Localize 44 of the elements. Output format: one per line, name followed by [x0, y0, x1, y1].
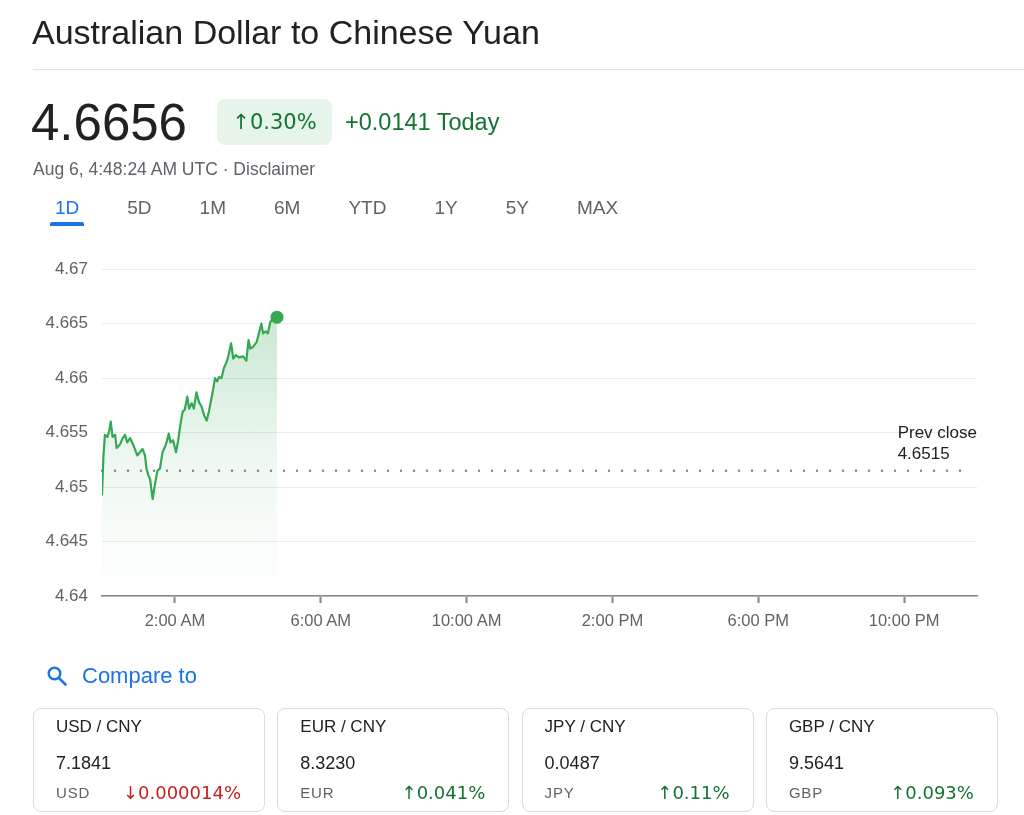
y-tick-label: 4.665	[45, 313, 88, 333]
text: ↑0.30%	[231, 109, 318, 135]
chart-title: Australian Dollar to Chinese Yuan	[32, 12, 540, 52]
ref-line-label: Prev close 4.6515	[897, 423, 978, 464]
text: 0.0487	[544, 752, 600, 774]
text: EUR / CNY	[300, 717, 387, 737]
x-tick-label: 6:00 PM	[727, 611, 789, 630]
text: GBP	[788, 784, 823, 802]
text: +0.0141 Today	[345, 108, 500, 136]
text: USD	[56, 784, 91, 802]
text: ↑0.093%	[890, 782, 974, 804]
x-tick-label: 2:00 PM	[581, 611, 644, 630]
text: 5D	[127, 197, 152, 218]
text: 1D	[55, 197, 80, 218]
text: ↑0.041%	[401, 782, 486, 804]
text: 1Y	[434, 197, 458, 218]
text: 9.5641	[788, 752, 844, 774]
x-tick-label: 6:00 AM	[290, 611, 352, 630]
text: 1M	[199, 197, 226, 218]
y-tick-label: 4.66	[54, 367, 88, 387]
y-tick-label: 4.64	[54, 585, 88, 605]
text: YTD	[348, 197, 387, 218]
text: Compare to	[82, 663, 197, 689]
text: 5Y	[505, 197, 529, 218]
text: ↑0.11%	[657, 782, 730, 804]
text: ↓0.000014%	[122, 782, 241, 804]
y-tick-label: 4.655	[45, 422, 88, 442]
y-tick-label: 4.65	[54, 476, 88, 496]
text: Aug 6, 4:48:24 AM UTC · Disclaimer	[33, 158, 316, 180]
text: 7.1841	[56, 752, 112, 774]
text: JPY	[544, 784, 575, 802]
text: EUR	[300, 784, 335, 802]
y-tick-label: 4.645	[45, 531, 88, 551]
text: 8.3230	[300, 752, 356, 774]
text: 4.6656	[31, 93, 187, 153]
text: USD / CNY	[56, 717, 142, 737]
text: MAX	[576, 197, 619, 218]
y-tick-label: 4.67	[54, 258, 88, 278]
x-tick-label: 10:00 PM	[868, 611, 940, 630]
text: GBP / CNY	[788, 717, 875, 737]
text: 6M	[274, 197, 301, 218]
x-tick-label: 10:00 AM	[431, 611, 502, 630]
x-tick-label: 2:00 AM	[144, 611, 206, 630]
text: JPY / CNY	[544, 717, 626, 737]
